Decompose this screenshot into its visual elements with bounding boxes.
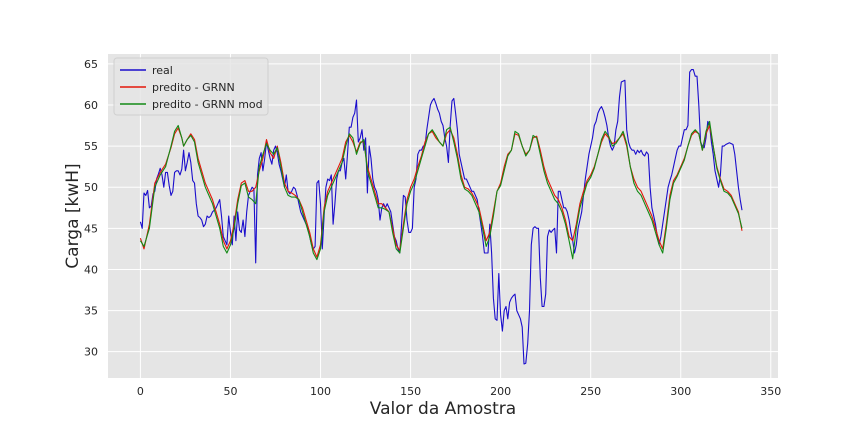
legend-label-1: predito - GRNN [152, 81, 235, 94]
x-tick-label: 100 [310, 385, 331, 398]
y-tick-label: 60 [84, 99, 98, 112]
y-tick-label: 30 [84, 346, 98, 359]
x-tick-label: 50 [223, 385, 237, 398]
legend-label-0: real [152, 64, 173, 77]
y-tick-label: 65 [84, 58, 98, 71]
x-tick-label: 350 [760, 385, 781, 398]
y-tick-label: 45 [84, 222, 98, 235]
legend: real predito - GRNN predito - GRNN mod [113, 57, 269, 116]
x-tick-label: 300 [670, 385, 691, 398]
y-tick-label: 35 [84, 305, 98, 318]
x-tick-label: 250 [580, 385, 601, 398]
series-line-2 [139, 120, 743, 261]
x-tick-label: 200 [490, 385, 511, 398]
series-line-0 [139, 69, 743, 365]
legend-label-2: predito - GRNN mod [152, 98, 263, 111]
legend-box [113, 57, 269, 116]
y-axis-label: Carga [kwH] [63, 163, 83, 268]
y-tick-label: 55 [84, 140, 98, 153]
series-layer [139, 69, 743, 365]
y-tick-label: 40 [84, 263, 98, 276]
x-tick-label: 0 [137, 385, 144, 398]
tick-labels: 0 50 100 150 200 250 300 350 30 35 40 45 50 55 60 65 [84, 58, 781, 398]
x-tick-label: 150 [400, 385, 421, 398]
y-tick-label: 50 [84, 181, 98, 194]
x-axis-label: Valor da Amostra [370, 399, 516, 419]
